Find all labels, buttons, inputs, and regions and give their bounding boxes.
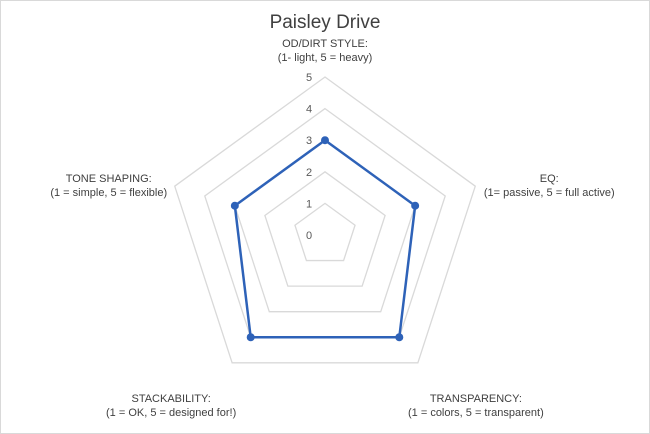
- chart-title: Paisley Drive: [269, 12, 381, 33]
- axis-label-2-scale: (1 = colors, 5 = transparent): [408, 407, 544, 419]
- data-point-2: [395, 333, 404, 342]
- axis-label-2-title: TRANSPARENCY:: [430, 393, 522, 405]
- tick-label-4: 4: [306, 104, 312, 116]
- tick-label-0: 0: [306, 230, 312, 242]
- axis-label-0-scale: (1- light, 5 = heavy): [278, 52, 372, 64]
- tick-label-3: 3: [306, 135, 312, 147]
- tick-label-2: 2: [306, 167, 312, 179]
- axis-label-1-scale: (1= passive, 5 = full active): [484, 187, 615, 199]
- tick-label-1: 1: [306, 198, 312, 210]
- axis-label-3-title: STACKABILITY:: [131, 393, 210, 405]
- data-point-3: [246, 333, 255, 342]
- axis-label-4-scale: (1 = simple, 5 = flexible): [50, 187, 167, 199]
- axis-label-3-scale: (1 = OK, 5 = designed for!): [106, 407, 236, 419]
- axis-label-1-title: EQ:: [540, 173, 559, 185]
- grid-ring-2: [264, 170, 386, 287]
- grid-ring-1: [294, 202, 356, 262]
- axis-label-0-title: OD/DIRT STYLE:: [282, 38, 368, 50]
- tick-label-5: 5: [306, 72, 312, 84]
- series-line-0: [233, 138, 417, 339]
- data-point-1: [411, 201, 420, 210]
- axis-label-4-title: TONE SHAPING:: [66, 173, 152, 185]
- grid-ring-5: [173, 76, 477, 364]
- data-point-0: [321, 136, 329, 145]
- data-point-4: [230, 201, 239, 210]
